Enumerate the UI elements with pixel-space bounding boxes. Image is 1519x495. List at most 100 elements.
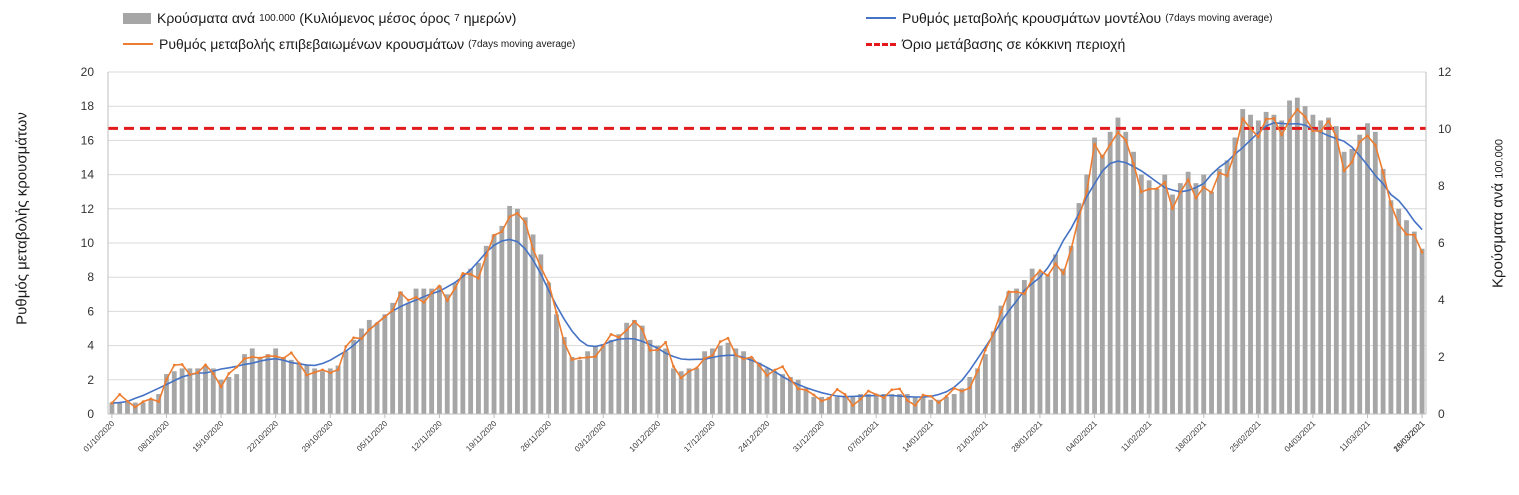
bar [476,262,481,414]
bar [561,337,567,414]
bar [865,394,871,414]
confirmed-point [1171,207,1174,211]
bar [1006,291,1012,414]
confirmed-point [757,363,761,367]
bar [1404,220,1409,414]
confirmed-point [1054,262,1057,266]
bar [530,234,536,414]
confirmed-point [508,215,512,219]
bar [281,357,286,414]
bar [639,325,645,414]
bar [1092,137,1097,415]
right-tick-label: 0 [1438,407,1445,421]
confirmed-point [1186,178,1190,182]
confirmed-point [469,272,473,276]
legend-confirmed: Ρυθμός μεταβολής επιβεβαιωμένων κρουσμάτ… [123,36,575,52]
bar [265,354,271,414]
confirmed-point [157,400,161,404]
legend-model-swatch [866,17,896,19]
bar [811,396,817,414]
bar [351,339,357,414]
confirmed-point [539,265,543,269]
bar [1326,117,1331,414]
legend-model-label-small: (7days moving average) [1165,12,1273,24]
x-tick-label: 04/02/2021 [1064,419,1099,454]
confirmed-point [765,374,769,377]
confirmed-point [882,396,886,399]
bar [873,394,879,414]
confirmed-point [282,356,285,360]
bar [834,396,840,414]
confirmed-point [952,386,956,390]
bar [904,394,910,414]
bar [1076,203,1082,414]
confirmed-point [438,284,441,288]
confirmed-point [531,247,535,251]
bar [382,314,388,414]
confirmed-point [165,377,168,381]
x-tick-label: 29/10/2020 [300,419,335,454]
bar [1060,268,1066,414]
confirmed-point [742,357,746,361]
confirmed-point [1319,129,1323,133]
bar [413,288,419,414]
confirmed-point [406,298,410,302]
confirmed-point [1155,187,1159,191]
confirmed-point [656,348,660,352]
confirmed-point [983,348,987,352]
legend-bars: Κρούσματα ανά 100.000 (Κυλιόμενος μέσος … [123,10,516,26]
confirmed-point [547,281,551,285]
confirmed-point [219,385,223,389]
bar [1388,200,1394,414]
confirmed-point [274,354,278,358]
bar [210,368,216,414]
left-tick-label: 20 [81,65,95,79]
bar [1014,288,1019,414]
confirmed-point [266,354,270,358]
confirmed-point [1007,290,1011,294]
bar [1310,114,1316,414]
confirmed-point [1046,274,1050,277]
confirmed-point [1085,190,1089,193]
confirmed-point [1373,143,1377,147]
x-tick-label: 12/11/2020 [410,419,445,454]
confirmed-point [1366,134,1369,138]
bar [842,396,848,414]
bar [390,302,396,414]
right-axis-title-text: Κρούσματα ανά [1489,182,1507,288]
bar [164,374,169,414]
bar [1029,268,1035,414]
confirmed-point [188,373,192,376]
bar [624,322,630,414]
confirmed-point [1256,135,1260,139]
confirmed-point [905,399,909,402]
confirmed-point [1381,170,1385,174]
bar [593,345,598,414]
left-tick-label: 12 [81,202,95,216]
confirmed-point [1217,171,1221,175]
bar [670,368,676,414]
x-axis-ticks: 01/10/2020 08/10/2020 15/10/2020 22/10/2020… [82,414,1427,454]
legend-threshold: Όριο μετάβασης σε κόκκινη περιοχή [866,36,1125,52]
confirmed-point [1412,233,1416,237]
bar [663,348,669,414]
bar [1248,114,1253,414]
left-tick-label: 18 [81,99,95,113]
confirmed-point [375,321,379,325]
bar [554,314,559,414]
bar-series [109,97,1425,415]
bar [780,374,786,414]
confirmed-point [788,377,792,381]
confirmed-point [477,276,480,280]
bar [678,371,684,414]
confirmed-point [1311,129,1315,133]
bar [1365,123,1370,415]
confirmed-point [1022,292,1026,296]
confirmed-point [703,356,707,360]
bar [733,348,739,414]
confirmed-point [718,340,722,344]
x-tick-label: 21/01/2021 [955,419,990,454]
gridlines [108,71,1426,381]
bar [1177,183,1183,414]
